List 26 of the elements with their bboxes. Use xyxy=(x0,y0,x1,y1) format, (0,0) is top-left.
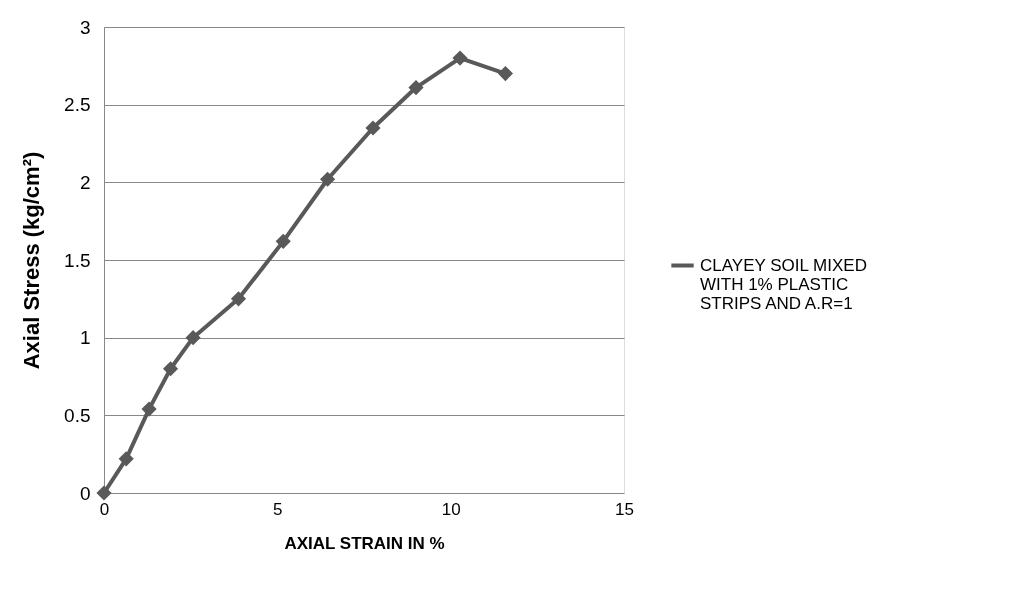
point xyxy=(118,451,134,467)
point xyxy=(96,485,112,501)
y-axis-title: Axial Stress (kg/cm²) xyxy=(19,151,45,370)
y-tick-label: 0.5 xyxy=(64,404,91,426)
legend-label: CLAYEY SOIL MIXED WITH 1% PLASTIC STRIPS AND A.R=1 xyxy=(700,255,867,313)
point xyxy=(408,80,424,96)
point xyxy=(230,291,247,307)
x-tick-label: 0 xyxy=(99,499,110,519)
y-tick-label: 2 xyxy=(79,171,91,193)
x-tick-label: 5 xyxy=(273,499,283,519)
y-tick-label: 3 xyxy=(79,16,91,38)
point xyxy=(185,330,201,346)
x-axis-title: AXIAL STRAIN IN % xyxy=(284,533,445,553)
point xyxy=(497,66,514,82)
point xyxy=(365,120,381,136)
y-tick-label: 2.5 xyxy=(64,94,91,116)
point xyxy=(320,171,336,187)
x-tick-label: 10 xyxy=(441,499,461,519)
y-tick-label: 1 xyxy=(79,327,91,349)
point xyxy=(162,361,179,377)
point xyxy=(452,50,468,66)
x-tick-label: 15 xyxy=(615,499,634,519)
y-tick-label: 1.5 xyxy=(64,249,91,271)
point xyxy=(275,233,291,249)
point xyxy=(141,401,157,417)
y-tick-label: 0 xyxy=(79,482,91,504)
